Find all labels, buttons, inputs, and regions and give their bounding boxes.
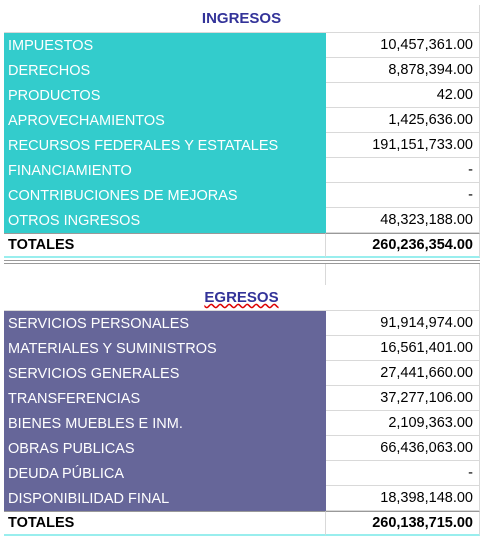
blank-cell bbox=[4, 264, 326, 285]
total-label: TOTALES bbox=[4, 233, 326, 258]
row-value: - bbox=[326, 461, 480, 486]
row-label: APROVECHAMIENTOS bbox=[4, 108, 326, 133]
row-value: 1,425,636.00 bbox=[326, 108, 480, 133]
row-value: 42.00 bbox=[326, 83, 480, 108]
row-value: 27,441,660.00 bbox=[326, 361, 480, 386]
row-value: 91,914,974.00 bbox=[326, 311, 480, 336]
row-label: DISPONIBILIDAD FINAL bbox=[4, 486, 326, 511]
row-value: 10,457,361.00 bbox=[326, 33, 480, 58]
row-label: RECURSOS FEDERALES Y ESTATALES bbox=[4, 133, 326, 158]
row-value: 8,878,394.00 bbox=[326, 58, 480, 83]
double-line bbox=[4, 260, 480, 261]
total-label: TOTALES bbox=[4, 511, 326, 536]
row-label: OBRAS PUBLICAS bbox=[4, 436, 326, 461]
section-title: EGRESOS bbox=[4, 285, 480, 311]
row-value: 37,277,106.00 bbox=[326, 386, 480, 411]
row-value: - bbox=[326, 158, 480, 183]
row-label: IMPUESTOS bbox=[4, 33, 326, 58]
row-value: 66,436,063.00 bbox=[326, 436, 480, 461]
row-label: PRODUCTOS bbox=[4, 83, 326, 108]
row-value: 18,398,148.00 bbox=[326, 486, 480, 511]
row-value: 191,151,733.00 bbox=[326, 133, 480, 158]
row-label: DEUDA PÚBLICA bbox=[4, 461, 326, 486]
row-label: CONTRIBUCIONES DE MEJORAS bbox=[4, 183, 326, 208]
row-value: 16,561,401.00 bbox=[326, 336, 480, 361]
row-label: TRANSFERENCIAS bbox=[4, 386, 326, 411]
total-value: 260,236,354.00 bbox=[326, 233, 480, 258]
row-label: MATERIALES Y SUMINISTROS bbox=[4, 336, 326, 361]
row-label: FINANCIAMIENTO bbox=[4, 158, 326, 183]
blank-cell bbox=[326, 264, 480, 285]
double-line bbox=[4, 263, 480, 264]
row-label: SERVICIOS PERSONALES bbox=[4, 311, 326, 336]
row-label: OTROS INGRESOS bbox=[4, 208, 326, 233]
row-label: SERVICIOS GENERALES bbox=[4, 361, 326, 386]
row-value: - bbox=[326, 183, 480, 208]
row-value: 2,109,363.00 bbox=[326, 411, 480, 436]
row-value: 48,323,188.00 bbox=[326, 208, 480, 233]
section-title: INGRESOS bbox=[4, 5, 480, 33]
total-value: 260,138,715.00 bbox=[326, 511, 480, 536]
row-label: DERECHOS bbox=[4, 58, 326, 83]
row-label: BIENES MUEBLES E INM. bbox=[4, 411, 326, 436]
